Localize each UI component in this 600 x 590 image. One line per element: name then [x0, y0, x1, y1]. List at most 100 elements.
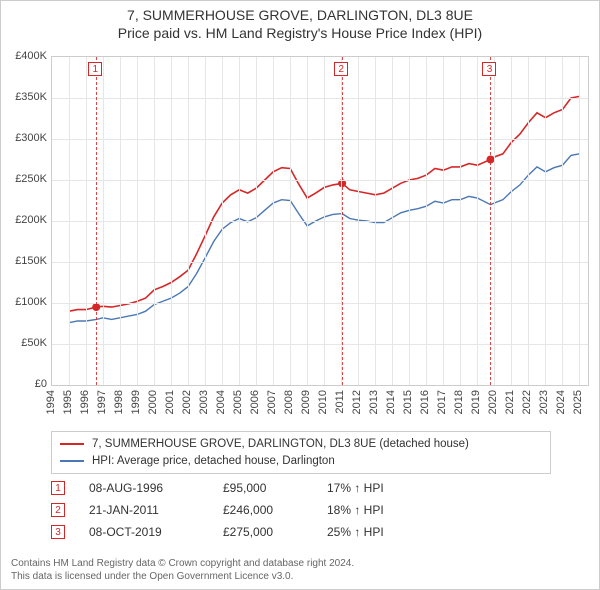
footer: Contains HM Land Registry data © Crown c…: [11, 558, 354, 583]
gridline-v: [528, 57, 529, 385]
y-tick-label: £250K: [3, 173, 47, 185]
footer-line-2: This data is licensed under the Open Gov…: [11, 571, 354, 584]
x-tick-label: 1995: [62, 390, 74, 414]
sale-date-3: 08-OCT-2019: [89, 525, 199, 539]
x-tick-label: 2011: [334, 390, 346, 414]
sale-marker-box-3: 3: [482, 62, 496, 76]
x-tick-label: 2006: [249, 390, 261, 414]
gridline-h: [52, 98, 588, 99]
x-tick-label: 2025: [572, 390, 584, 414]
gridline-v: [273, 57, 274, 385]
gridline-v: [545, 57, 546, 385]
legend-row-0: 7, SUMMERHOUSE GROVE, DARLINGTON, DL3 8U…: [60, 436, 542, 453]
x-tick-label: 2008: [283, 390, 295, 414]
x-tick-label: 2005: [232, 390, 244, 414]
x-tick-label: 1999: [130, 390, 142, 414]
x-tick-label: 2015: [402, 390, 414, 414]
gridline-h: [52, 262, 588, 263]
gridline-v: [171, 57, 172, 385]
sale-date-1: 08-AUG-1996: [89, 481, 199, 495]
gridline-v: [579, 57, 580, 385]
gridline-v: [494, 57, 495, 385]
sale-dash-2: [342, 57, 343, 385]
gridline-v: [324, 57, 325, 385]
title-block: 7, SUMMERHOUSE GROVE, DARLINGTON, DL3 8U…: [1, 1, 599, 42]
y-tick-label: £350K: [3, 91, 47, 103]
gridline-v: [562, 57, 563, 385]
sale-row-2: 2 21-JAN-2011 £246,000 18% ↑ HPI: [51, 499, 417, 521]
gridline-h: [52, 180, 588, 181]
x-tick-label: 2022: [521, 390, 533, 414]
gridline-v: [154, 57, 155, 385]
gridline-v: [69, 57, 70, 385]
gridline-v: [460, 57, 461, 385]
x-tick-label: 1997: [96, 390, 108, 414]
legend-row-1: HPI: Average price, detached house, Darl…: [60, 453, 542, 470]
sale-row-3: 3 08-OCT-2019 £275,000 25% ↑ HPI: [51, 521, 417, 543]
sale-marker-1: 1: [51, 481, 65, 495]
chart-plot-area: [51, 56, 589, 386]
legend-label-1: HPI: Average price, detached house, Darl…: [92, 453, 335, 470]
x-tick-label: 2003: [198, 390, 210, 414]
sale-price-3: £275,000: [223, 525, 303, 539]
x-tick-label: 2014: [385, 390, 397, 414]
x-tick-label: 1998: [113, 390, 125, 414]
y-tick-label: £0: [3, 378, 47, 390]
gridline-v: [511, 57, 512, 385]
x-tick-label: 2021: [504, 390, 516, 414]
sale-pct-2: 18% ↑ HPI: [327, 503, 417, 517]
gridline-v: [358, 57, 359, 385]
gridline-v: [205, 57, 206, 385]
y-tick-label: £150K: [3, 255, 47, 267]
sale-marker-box-1: 1: [88, 62, 102, 76]
gridline-v: [103, 57, 104, 385]
x-tick-label: 2009: [300, 390, 312, 414]
gridline-v: [239, 57, 240, 385]
x-tick-label: 2013: [368, 390, 380, 414]
x-tick-label: 2001: [164, 390, 176, 414]
sale-marker-3: 3: [51, 525, 65, 539]
sales-table: 1 08-AUG-1996 £95,000 17% ↑ HPI 2 21-JAN…: [51, 477, 417, 543]
sale-marker-2: 2: [51, 503, 65, 517]
sale-marker-box-2: 2: [334, 62, 348, 76]
x-tick-label: 2012: [351, 390, 363, 414]
sale-date-2: 21-JAN-2011: [89, 503, 199, 517]
x-tick-label: 2023: [538, 390, 550, 414]
chart-page: 7, SUMMERHOUSE GROVE, DARLINGTON, DL3 8U…: [0, 0, 600, 590]
gridline-v: [375, 57, 376, 385]
x-tick-label: 1994: [45, 390, 57, 414]
sale-dash-3: [490, 57, 491, 385]
gridline-v: [307, 57, 308, 385]
gridline-v: [222, 57, 223, 385]
y-tick-label: £100K: [3, 296, 47, 308]
gridline-v: [256, 57, 257, 385]
sale-price-1: £95,000: [223, 481, 303, 495]
sale-row-1: 1 08-AUG-1996 £95,000 17% ↑ HPI: [51, 477, 417, 499]
gridline-v: [477, 57, 478, 385]
sale-dash-1: [96, 57, 97, 385]
x-tick-label: 2007: [266, 390, 278, 414]
gridline-v: [392, 57, 393, 385]
title-line-1: 7, SUMMERHOUSE GROVE, DARLINGTON, DL3 8U…: [1, 7, 599, 25]
gridline-h: [52, 139, 588, 140]
gridline-v: [290, 57, 291, 385]
gridline-h: [52, 221, 588, 222]
sale-pct-3: 25% ↑ HPI: [327, 525, 417, 539]
x-tick-label: 1996: [79, 390, 91, 414]
gridline-h: [52, 303, 588, 304]
footer-line-1: Contains HM Land Registry data © Crown c…: [11, 558, 354, 571]
gridline-v: [188, 57, 189, 385]
x-tick-label: 2010: [317, 390, 329, 414]
gridline-v: [120, 57, 121, 385]
y-tick-label: £50K: [3, 337, 47, 349]
title-line-2: Price paid vs. HM Land Registry's House …: [1, 25, 599, 43]
legend: 7, SUMMERHOUSE GROVE, DARLINGTON, DL3 8U…: [51, 431, 551, 474]
x-tick-label: 2016: [419, 390, 431, 414]
x-tick-label: 2017: [436, 390, 448, 414]
gridline-v: [86, 57, 87, 385]
sale-price-2: £246,000: [223, 503, 303, 517]
y-tick-label: £300K: [3, 132, 47, 144]
x-tick-label: 2000: [147, 390, 159, 414]
x-tick-label: 2024: [555, 390, 567, 414]
y-tick-label: £400K: [3, 50, 47, 62]
